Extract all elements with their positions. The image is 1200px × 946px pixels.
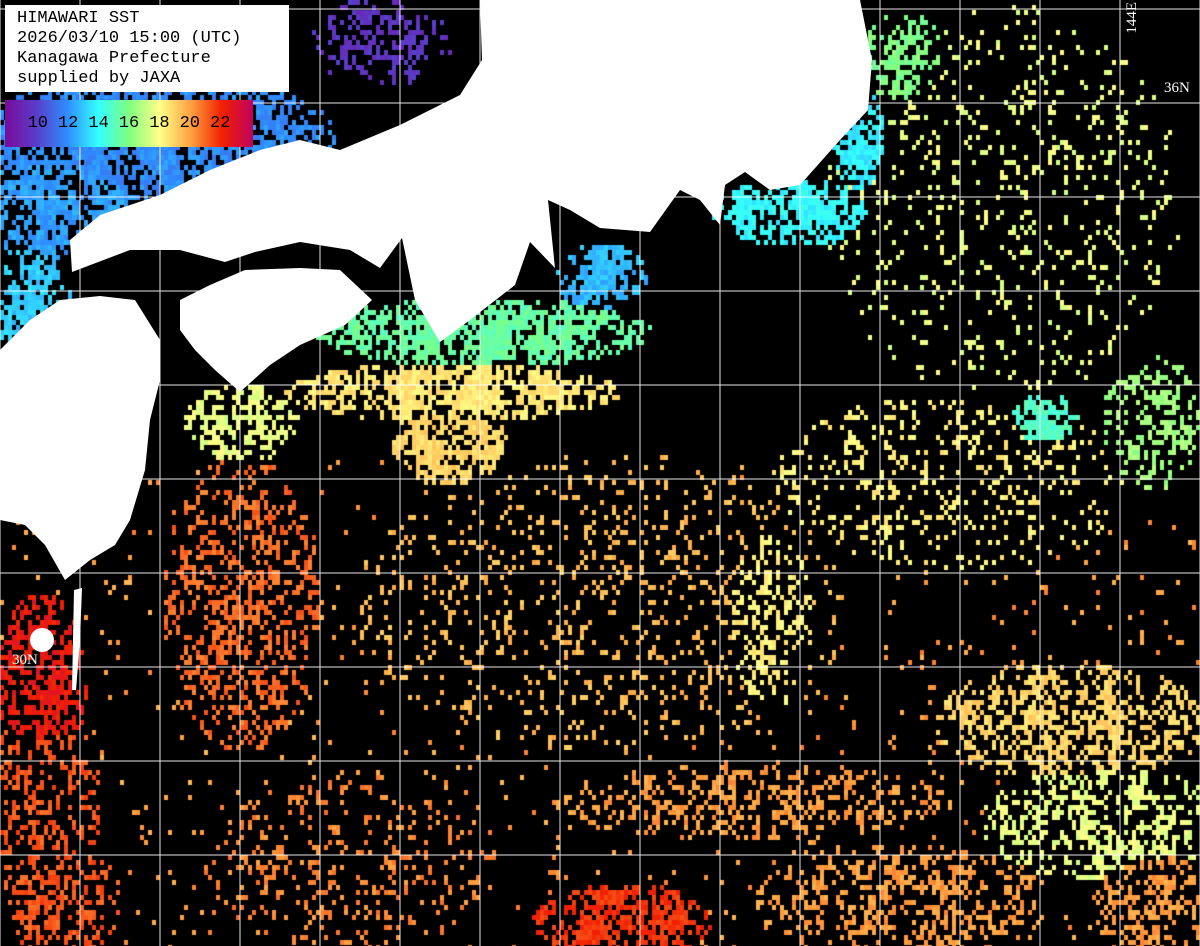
data-credit: supplied by JAXA <box>17 69 181 88</box>
legend-tick: 20 <box>179 114 201 133</box>
lat-label-30n: 30N <box>12 652 38 668</box>
legend-tick: 16 <box>118 114 140 133</box>
lon-label-136e: 136E <box>484 2 500 34</box>
legend-tick: 22 <box>210 114 231 133</box>
land-island <box>30 628 54 652</box>
lon-label-144e: 144E <box>1124 2 1140 34</box>
color-scale-legend: 10 12 14 16 18 20 22 <box>5 100 253 147</box>
legend-tick: 10 <box>27 114 48 133</box>
observation-datetime: 2026/03/10 15:00 (UTC) <box>17 29 242 48</box>
land-shikoku <box>180 268 372 392</box>
product-title: HIMAWARI SST <box>17 9 140 28</box>
info-box: HIMAWARI SST 2026/03/10 15:00 (UTC) Kana… <box>5 5 289 92</box>
legend-tick: 14 <box>88 114 109 133</box>
legend-tick: 12 <box>57 114 79 133</box>
legend-tick: 18 <box>149 114 170 133</box>
lat-label-33n: 33N <box>12 370 38 386</box>
lat-label-36n: 36N <box>1164 80 1190 96</box>
region-name: Kanagawa Prefecture <box>17 49 211 68</box>
land-honshu <box>70 0 872 342</box>
